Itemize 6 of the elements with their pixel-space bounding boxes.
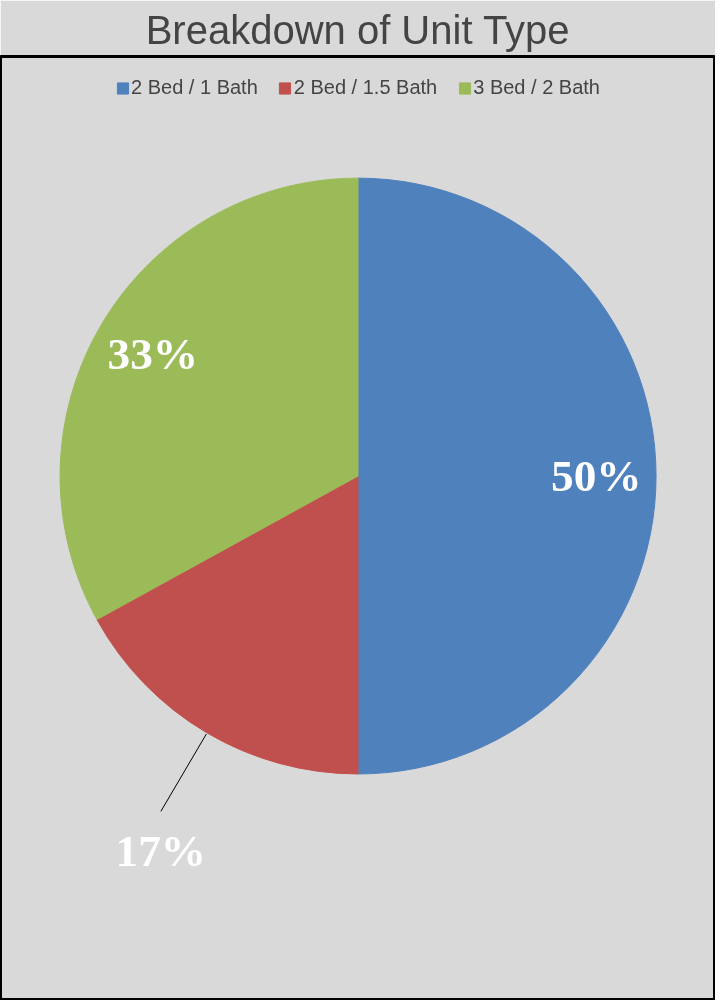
data-label: 50% <box>551 451 642 502</box>
legend-label: 3 Bed / 2 Bath <box>473 76 600 99</box>
legend-label: 2 Bed / 1.5 Bath <box>293 76 438 99</box>
legend-label: 2 Bed / 1 Bath <box>131 76 258 99</box>
chart-title: Breakdown of Unit Type <box>145 7 570 52</box>
data-label: 33% <box>107 329 199 380</box>
